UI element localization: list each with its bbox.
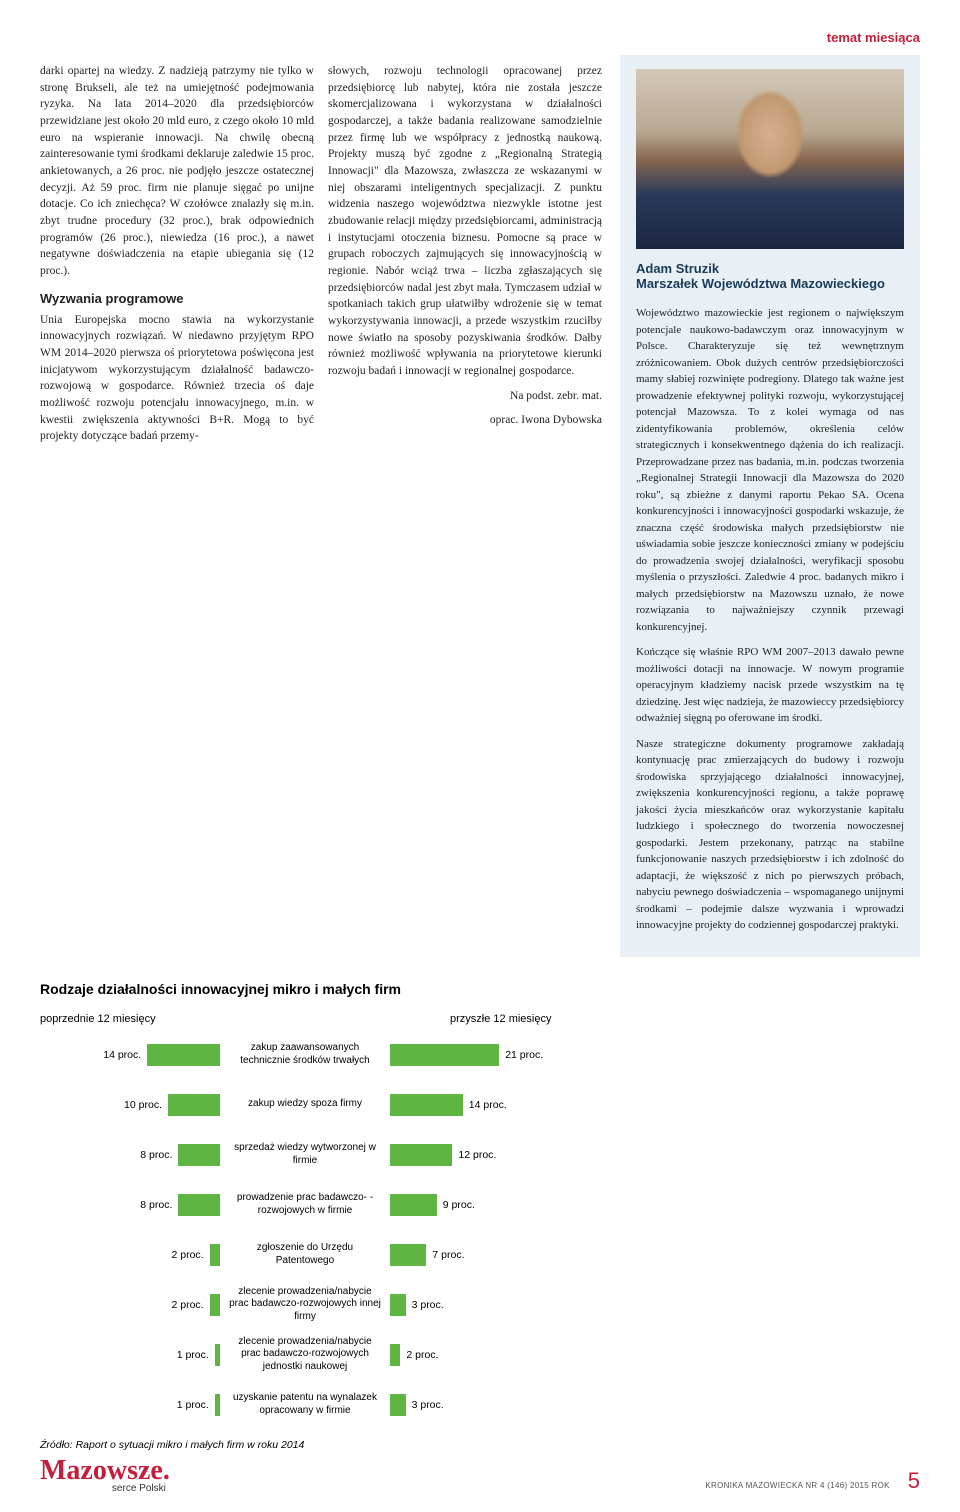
- page-footer: Mazowsze. serce Polski KRONIKA MAZOWIECK…: [40, 1457, 920, 1494]
- bar-left: [178, 1144, 220, 1166]
- sidebar-p3: Nasze strategiczne dokumenty programowe …: [636, 736, 904, 934]
- chart-row: 1 proc. uzyskanie patentu na wynalazek op…: [40, 1389, 600, 1421]
- bar-right: [390, 1094, 463, 1116]
- value-right: 12 proc.: [458, 1149, 496, 1161]
- main-columns: darki opartej na wiedzy. Z nadzieją patr…: [40, 63, 920, 957]
- row-label: uzyskanie patentu na wynalazek opracowan…: [220, 1392, 390, 1417]
- value-left: 8 proc.: [140, 1199, 172, 1211]
- bar-left: [147, 1044, 220, 1066]
- value-left: 14 proc.: [103, 1049, 141, 1061]
- bar-right: [390, 1044, 499, 1066]
- mazowsze-logo: Mazowsze.: [40, 1457, 170, 1485]
- sidebar-p1: Województwo mazowieckie jest regionem o …: [636, 305, 904, 635]
- bar-right-wrap: 21 proc.: [390, 1044, 570, 1066]
- bar-right-wrap: 12 proc.: [390, 1144, 570, 1166]
- bar-right: [390, 1394, 406, 1416]
- bar-left: [210, 1244, 220, 1266]
- bar-left-wrap: 2 proc.: [40, 1294, 220, 1316]
- bar-left-wrap: 8 proc.: [40, 1194, 220, 1216]
- bar-right-wrap: 9 proc.: [390, 1194, 570, 1216]
- chart-row: 8 proc. sprzedaż wiedzy wytworzonej w fir…: [40, 1139, 600, 1171]
- issue-info: KRONIKA MAZOWIECKA NR 4 (146) 2015 ROK: [705, 1481, 889, 1490]
- footer-logo-block: Mazowsze. serce Polski: [40, 1457, 170, 1494]
- bar-left: [178, 1194, 220, 1216]
- byline-2: oprac. Iwona Dybowska: [328, 412, 602, 429]
- value-right: 3 proc.: [412, 1399, 444, 1411]
- chart-row: 10 proc. zakup wiedzy spoza firmy 14 proc.: [40, 1089, 600, 1121]
- bar-right-wrap: 7 proc.: [390, 1244, 570, 1266]
- value-left: 8 proc.: [140, 1149, 172, 1161]
- value-right: 21 proc.: [505, 1049, 543, 1061]
- chart-row: 8 proc. prowadzenie prac badawczo- -rozwo…: [40, 1189, 600, 1221]
- chart-row: 2 proc. zgłoszenie do Urzędu Patentowego 7…: [40, 1239, 600, 1271]
- chart-rows: 14 proc. zakup zaawansowanych technicznie…: [40, 1039, 600, 1421]
- row-label: zakup wiedzy spoza firmy: [220, 1098, 390, 1111]
- bar-right-wrap: 3 proc.: [390, 1394, 570, 1416]
- bar-right: [390, 1344, 400, 1366]
- chart-header-right: przyszłe 12 miesięcy: [450, 1013, 551, 1025]
- sidebar-person-title: Marszałek Województwa Mazowieckiego: [636, 276, 904, 291]
- bar-left-wrap: 1 proc.: [40, 1394, 220, 1416]
- sidebar-person-name: Adam Struzik: [636, 261, 904, 276]
- bar-right-wrap: 2 proc.: [390, 1344, 570, 1366]
- sidebar-quote-box: Adam Struzik Marszałek Województwa Mazow…: [620, 55, 920, 957]
- article-columns: darki opartej na wiedzy. Z nadzieją patr…: [40, 63, 602, 957]
- subhead-wyzwania: Wyzwania programowe: [40, 290, 314, 309]
- column-b: słowych, rozwoju technologii opracowanej…: [328, 63, 602, 957]
- row-label: zakup zaawansowanych technicznie środków…: [220, 1042, 390, 1067]
- value-left: 2 proc.: [172, 1249, 204, 1261]
- value-right: 3 proc.: [412, 1299, 444, 1311]
- value-left: 2 proc.: [172, 1299, 204, 1311]
- chart-row: 14 proc. zakup zaawansowanych technicznie…: [40, 1039, 600, 1071]
- row-label: zlecenie prowadzenia/nabycie prac badawc…: [220, 1286, 390, 1324]
- row-label: prowadzenie prac badawczo- -rozwojowych …: [220, 1192, 390, 1217]
- section-label: temat miesiąca: [40, 30, 920, 45]
- bar-left: [210, 1294, 220, 1316]
- bar-left-wrap: 14 proc.: [40, 1044, 220, 1066]
- bar-right: [390, 1244, 426, 1266]
- chart-section: Rodzaje działalności innowacyjnej mikro …: [40, 981, 600, 1451]
- chart-headers: poprzednie 12 miesięcy przyszłe 12 miesi…: [40, 1013, 600, 1025]
- footer-right: KRONIKA MAZOWIECKA NR 4 (146) 2015 ROK 5: [705, 1468, 920, 1494]
- value-right: 2 proc.: [406, 1349, 438, 1361]
- page-number: 5: [908, 1468, 920, 1494]
- sidebar-body: Województwo mazowieckie jest regionem o …: [636, 305, 904, 934]
- chart-row: 2 proc. zlecenie prowadzenia/nabycie prac…: [40, 1289, 600, 1321]
- bar-left-wrap: 10 proc.: [40, 1094, 220, 1116]
- row-label: zlecenie prowadzenia/nabycie prac badawc…: [220, 1336, 390, 1374]
- bar-right: [390, 1144, 452, 1166]
- portrait-photo: [636, 69, 904, 249]
- column-a: darki opartej na wiedzy. Z nadzieją patr…: [40, 63, 314, 957]
- bar-right: [390, 1194, 437, 1216]
- bar-left-wrap: 2 proc.: [40, 1244, 220, 1266]
- value-left: 1 proc.: [177, 1399, 209, 1411]
- bar-right-wrap: 14 proc.: [390, 1094, 570, 1116]
- row-label: sprzedaż wiedzy wytworzonej w firmie: [220, 1142, 390, 1167]
- value-right: 7 proc.: [432, 1249, 464, 1261]
- para-a2: Unia Europejska mocno stawia na wykorzys…: [40, 312, 314, 445]
- value-left: 10 proc.: [124, 1099, 162, 1111]
- para-a1: darki opartej na wiedzy. Z nadzieją patr…: [40, 63, 314, 280]
- chart-row: 1 proc. zlecenie prowadzenia/nabycie prac…: [40, 1339, 600, 1371]
- bar-left: [168, 1094, 220, 1116]
- chart-source: Źródło: Raport o sytuacji mikro i małych…: [40, 1439, 600, 1451]
- chart-header-left: poprzednie 12 miesięcy: [40, 1013, 220, 1025]
- sidebar-p2: Kończące się właśnie RPO WM 2007–2013 da…: [636, 644, 904, 727]
- byline-1: Na podst. zebr. mat.: [328, 388, 602, 405]
- para-b1: słowych, rozwoju technologii opracowanej…: [328, 63, 602, 380]
- chart-title: Rodzaje działalności innowacyjnej mikro …: [40, 981, 600, 997]
- row-label: zgłoszenie do Urzędu Patentowego: [220, 1242, 390, 1267]
- bar-left-wrap: 8 proc.: [40, 1144, 220, 1166]
- value-right: 9 proc.: [443, 1199, 475, 1211]
- bar-left-wrap: 1 proc.: [40, 1344, 220, 1366]
- value-left: 1 proc.: [177, 1349, 209, 1361]
- bar-right: [390, 1294, 406, 1316]
- value-right: 14 proc.: [469, 1099, 507, 1111]
- bar-right-wrap: 3 proc.: [390, 1294, 570, 1316]
